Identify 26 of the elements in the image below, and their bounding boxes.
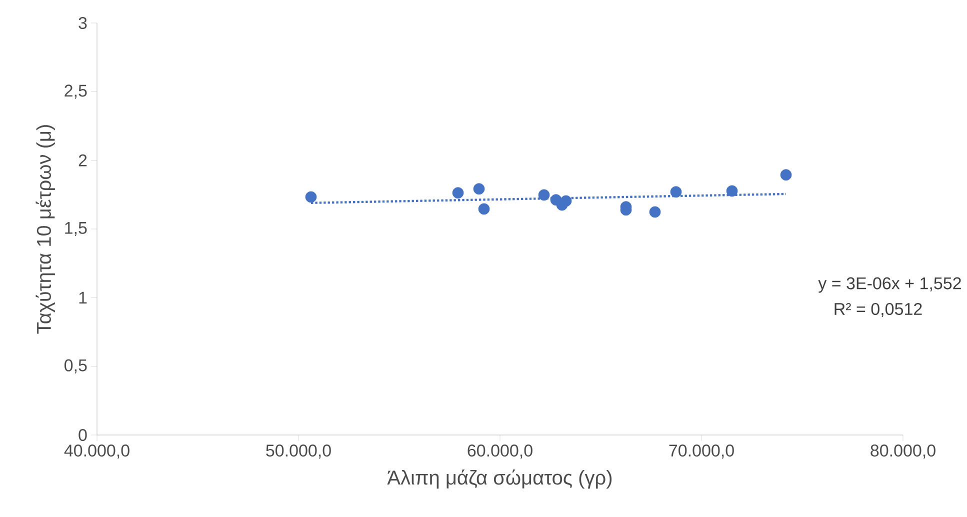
y-tick-label: 2,5: [64, 84, 87, 99]
y-tick-label: 0,5: [64, 359, 87, 374]
point: [780, 169, 792, 181]
point: [305, 191, 317, 203]
point: [649, 206, 661, 218]
y-axis-title: Ταχύτητα 10 μέτρων (μ): [36, 125, 55, 334]
x-tick-label: 40.000,0: [64, 444, 130, 459]
point: [560, 195, 572, 207]
x-tick-label: 60.000,0: [468, 444, 532, 459]
point: [538, 189, 550, 201]
annotation: y = 3E-06x + 1,552: [818, 277, 961, 293]
y-tick-label: 0: [78, 428, 87, 442]
point: [726, 185, 738, 197]
y-tick-label: 3: [78, 16, 87, 30]
annotation: R² = 0,0512: [834, 302, 922, 318]
x-axis-title: Άλιπη μάζα σώματος (γρ): [387, 469, 612, 489]
point: [473, 183, 485, 195]
x-tick-label: 50.000,0: [266, 444, 331, 459]
y-tick-label: 1,5: [65, 222, 87, 236]
point: [478, 203, 490, 215]
x-tick-label: 80.000,0: [870, 444, 936, 459]
point: [670, 186, 682, 198]
x-tick-label: 70.000,0: [669, 444, 734, 459]
y-tick-label: 2: [78, 154, 87, 166]
y-tick-label: 1: [79, 292, 87, 304]
point: [452, 187, 464, 199]
